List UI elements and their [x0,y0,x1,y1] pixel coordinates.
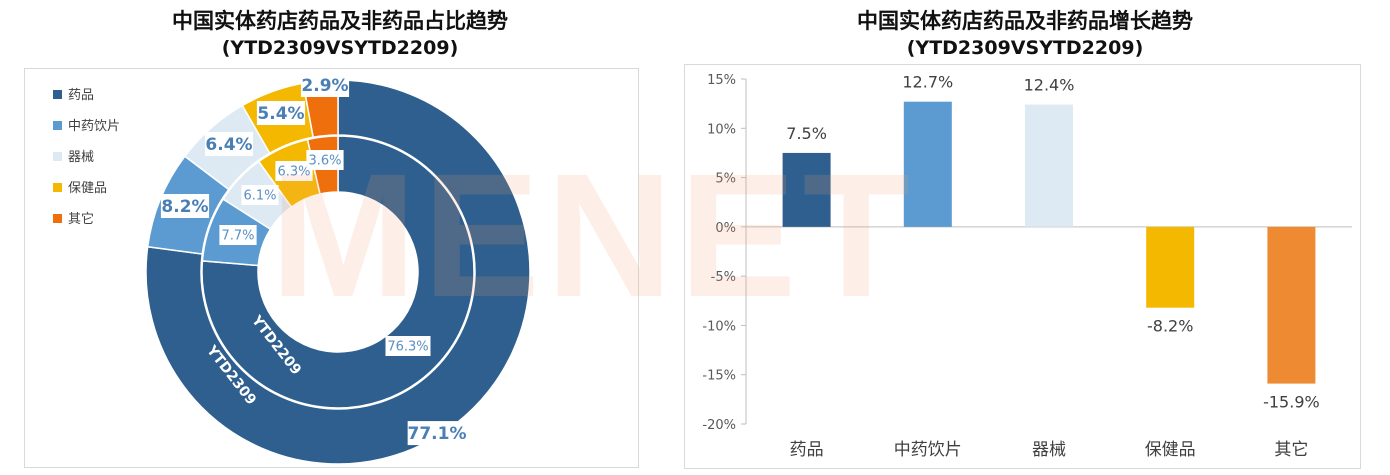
donut-slice-outer-0 [145,79,531,465]
pie-chart-title: 中国实体药店药品及非药品占比趋势 [172,9,508,33]
donut-label-inner-3: 6.3% [275,161,313,181]
legend-label: 保健品 [68,181,107,196]
donut-label-outer-4: 2.9% [300,73,350,97]
legend-label: 其它 [68,211,94,227]
legend-swatch [53,214,62,223]
label-background [275,161,313,181]
bar-value-label: -8.2% [1147,317,1193,336]
y-tick-label: -5% [711,270,736,285]
legend-item-2: 器械 [53,150,94,165]
bar-chart-subtitle: (YTD2309VSYTD2209) [906,37,1144,59]
label-background [160,194,210,218]
donut-label-inner-1: 7.7% [219,225,257,245]
legend-swatch [53,121,62,130]
label-background [407,421,467,446]
donut-label-outer-1: 8.2% [160,194,210,218]
y-tick-label: 0% [715,221,736,236]
bar-chart-panel [684,64,1361,469]
legend-label: 器械 [68,150,94,165]
donut-label-outer-3: 5.4% [256,101,306,125]
donut-label-text: 7.7% [221,229,254,244]
x-category-label: 其它 [1274,440,1308,460]
bar-chart: 15% 10% 5% 0% -5% -10% -15% -20% 7.5% 12.7% 12.4%… [702,73,1352,460]
label-background [300,73,350,97]
legend-label: 中药饮片 [68,119,120,134]
y-tick-label: -20% [702,418,736,433]
x-category-label: 器械 [1032,440,1066,460]
donut-label-text: 6.3% [277,165,310,180]
bar-0 [782,152,831,227]
legend-item-4: 其它 [53,211,94,227]
donut-label-text: 76.3% [387,340,428,355]
bar-value-label: -15.9% [1263,393,1320,412]
y-tick-label: 5% [715,172,736,187]
legend-swatch [53,183,62,192]
donut-label-text: 6.1% [243,189,276,204]
label-background [219,225,257,245]
y-tick-label: -10% [702,319,736,334]
donut-label-inner-0: 76.3% [385,336,431,356]
x-category-label: 保健品 [1145,440,1196,460]
donut-label-outer-0: 77.1% [407,421,467,446]
label-background [256,101,306,125]
legend-item-1: 中药饮片 [53,119,120,134]
bar-2 [1025,104,1073,227]
label-background [306,150,344,170]
legend-item-3: 保健品 [53,181,107,196]
donut-label-inner-4: 3.6% [306,150,344,170]
bar-4 [1267,226,1316,384]
bar-3 [1146,226,1195,308]
bar-chart-title: 中国实体药店药品及非药品增长趋势 [857,9,1193,33]
donut-label-text: 77.1% [408,424,467,444]
x-category-label: 中药饮片 [894,440,962,460]
x-category-label: 药品 [790,440,824,460]
donut-label-text: 3.6% [308,154,341,169]
legend-item-0: 药品 [53,88,94,103]
label-background [204,132,254,156]
bar-value-label: 12.4% [1024,76,1075,95]
bar-1 [903,101,952,227]
legend-swatch [53,90,62,99]
legend-label: 药品 [68,88,94,103]
bar-value-label: 7.5% [786,124,827,143]
label-background [385,336,431,356]
bar-value-label: 12.7% [902,73,953,92]
y-tick-label: 10% [707,122,736,137]
label-background [241,185,279,205]
donut-label-text: 5.4% [257,104,304,124]
donut-label-inner-2: 6.1% [241,185,279,205]
donut-label-text: 6.4% [205,135,252,155]
legend-swatch [53,152,62,161]
pie-chart-subtitle: (YTD2309VSYTD2209) [221,37,459,59]
y-tick-label: -15% [702,369,736,384]
donut-label-outer-2: 6.4% [204,132,254,156]
donut-label-text: 2.9% [301,76,348,96]
y-tick-label: 15% [707,73,736,88]
donut-label-text: 8.2% [161,197,208,217]
